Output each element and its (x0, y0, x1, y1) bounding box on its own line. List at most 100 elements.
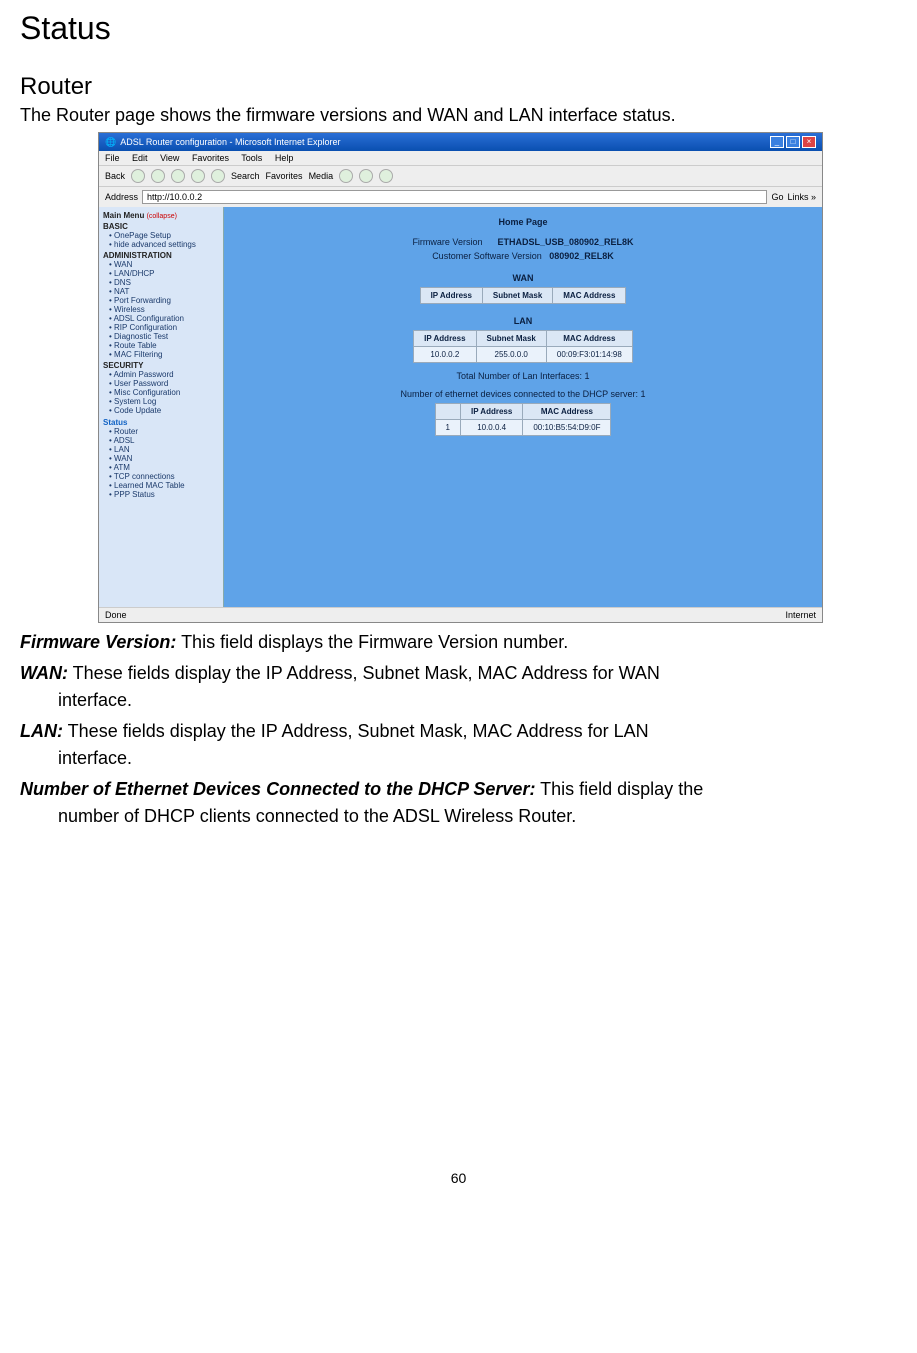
total-lan-line: Total Number of Lan Interfaces: 1 (234, 371, 812, 381)
lan-section-header: LAN (234, 316, 812, 326)
router-heading: Router (20, 73, 897, 101)
admin-heading: ADMINISTRATION (103, 251, 219, 260)
security-heading: SECURITY (103, 361, 219, 370)
history-icon[interactable] (339, 169, 353, 183)
ie-menubar: File Edit View Favorites Tools Help (99, 151, 822, 165)
content-area: Home Page Firmware Version ETHADSL_USB_0… (224, 207, 822, 607)
lan-table: IP Address Subnet Mask MAC Address 10.0.… (413, 330, 633, 363)
fw-label: Firmware Version (412, 237, 482, 247)
lan-td-mac: 00:09:F3:01:14:98 (546, 347, 632, 363)
sidebar-item-atm[interactable]: ATM (109, 463, 219, 472)
menu-file[interactable]: File (105, 153, 120, 163)
basic-heading: BASIC (103, 222, 219, 231)
sidebar-item-pppstatus[interactable]: PPP Status (109, 490, 219, 499)
dhcp-td-mac: 00:10:B5:54:D9:0F (523, 420, 611, 436)
collapse-link[interactable]: (collapse) (147, 213, 177, 220)
sidebar-item-mactable[interactable]: Learned MAC Table (109, 481, 219, 490)
close-icon[interactable]: × (802, 136, 816, 148)
lan-th-ip: IP Address (414, 331, 476, 347)
sidebar: Main Menu (collapse) BASIC OnePage Setup… (99, 207, 224, 607)
sidebar-item-router[interactable]: Router (109, 427, 219, 436)
ie-addressbar: Address http://10.0.0.2 Go Links » (99, 186, 822, 207)
sidebar-item-adsl[interactable]: ADSL (109, 436, 219, 445)
dhcp-th-0 (435, 404, 460, 420)
sidebar-item-hideadv[interactable]: hide advanced settings (109, 240, 219, 249)
fw-value: ETHADSL_USB_080902_REL8K (497, 237, 633, 247)
dhcp-td-ip: 10.0.0.4 (460, 420, 522, 436)
minimize-icon[interactable]: _ (770, 136, 784, 148)
dhcp-th-mac: MAC Address (523, 404, 611, 420)
sidebar-item-tcp[interactable]: TCP connections (109, 472, 219, 481)
window-title: ADSL Router configuration - Microsoft In… (120, 137, 340, 147)
sidebar-item-codeupd[interactable]: Code Update (109, 406, 219, 415)
lan-th-mac: MAC Address (546, 331, 632, 347)
sidebar-item-onepage[interactable]: OnePage Setup (109, 231, 219, 240)
maximize-icon[interactable]: □ (786, 136, 800, 148)
sidebar-item-nat[interactable]: NAT (109, 287, 219, 296)
media-button[interactable]: Media (309, 171, 334, 181)
sidebar-item-route[interactable]: Route Table (109, 341, 219, 350)
desc-fw-label: Firmware Version: (20, 632, 176, 652)
sidebar-item-wan[interactable]: WAN (109, 260, 219, 269)
favorites-button[interactable]: Favorites (266, 171, 303, 181)
wan-table: IP Address Subnet Mask MAC Address (420, 287, 627, 304)
wan-th-mac: MAC Address (553, 288, 626, 304)
ie-statusbar: Done Internet (99, 607, 822, 622)
search-button[interactable]: Search (231, 171, 260, 181)
sidebar-item-dns[interactable]: DNS (109, 278, 219, 287)
sidebar-item-lan[interactable]: LAN (109, 445, 219, 454)
home-icon[interactable] (211, 169, 225, 183)
sidebar-item-syslog[interactable]: System Log (109, 397, 219, 406)
page-number: 60 (20, 1170, 897, 1186)
sidebar-item-adminpw[interactable]: Admin Password (109, 370, 219, 379)
refresh-icon[interactable] (191, 169, 205, 183)
address-input[interactable]: http://10.0.0.2 (142, 190, 767, 204)
address-label: Address (105, 192, 138, 202)
wan-section-header: WAN (234, 273, 812, 283)
sidebar-item-macfilter[interactable]: MAC Filtering (109, 350, 219, 359)
sidebar-item-wanstatus[interactable]: WAN (109, 454, 219, 463)
sidebar-item-wireless[interactable]: Wireless (109, 305, 219, 314)
back-button[interactable]: Back (105, 171, 125, 181)
links-label[interactable]: Links » (787, 192, 816, 202)
sidebar-item-portfwd[interactable]: Port Forwarding (109, 296, 219, 305)
desc-dhcp-text: This field display the (535, 779, 703, 799)
menu-tools[interactable]: Tools (241, 153, 262, 163)
menu-favorites[interactable]: Favorites (192, 153, 229, 163)
sidebar-item-adslcfg[interactable]: ADSL Configuration (109, 314, 219, 323)
sidebar-item-diag[interactable]: Diagnostic Test (109, 332, 219, 341)
main-menu-title: Main Menu (103, 211, 144, 220)
forward-icon[interactable] (151, 169, 165, 183)
status-left: Done (105, 610, 127, 620)
status-nav-heading: Status (103, 418, 219, 427)
desc-dhcp-sub: number of DHCP clients connected to the … (58, 803, 897, 830)
dhcp-table: IP Address MAC Address 1 10.0.0.4 00:10:… (435, 403, 612, 436)
menu-edit[interactable]: Edit (132, 153, 148, 163)
sidebar-item-ripcfg[interactable]: RIP Configuration (109, 323, 219, 332)
page-body: Main Menu (collapse) BASIC OnePage Setup… (99, 207, 822, 607)
desc-wan-sub: interface. (58, 687, 897, 714)
sidebar-item-misccfg[interactable]: Misc Configuration (109, 388, 219, 397)
desc-wan-text: These fields display the IP Address, Sub… (68, 663, 660, 683)
cust-value: 080902_REL8K (549, 251, 614, 261)
back-icon[interactable] (131, 169, 145, 183)
desc-fw-text: This field displays the Firmware Version… (176, 632, 568, 652)
dhcp-th-ip: IP Address (460, 404, 522, 420)
cust-label: Customer Software Version (432, 251, 542, 261)
sidebar-item-userpw[interactable]: User Password (109, 379, 219, 388)
desc-lan-text: These fields display the IP Address, Sub… (63, 721, 649, 741)
page-title: Home Page (234, 217, 812, 227)
sidebar-item-landhcp[interactable]: LAN/DHCP (109, 269, 219, 278)
menu-view[interactable]: View (160, 153, 179, 163)
menu-help[interactable]: Help (275, 153, 294, 163)
desc-lan-label: LAN: (20, 721, 63, 741)
descriptions: Firmware Version: This field displays th… (20, 629, 897, 830)
go-button[interactable]: Go (771, 192, 783, 202)
mail-icon[interactable] (359, 169, 373, 183)
stop-icon[interactable] (171, 169, 185, 183)
wan-th-mask: Subnet Mask (482, 288, 552, 304)
browser-screenshot: 🌐 ADSL Router configuration - Microsoft … (98, 132, 823, 623)
print-icon[interactable] (379, 169, 393, 183)
status-right: Internet (785, 610, 816, 620)
wan-th-ip: IP Address (420, 288, 482, 304)
